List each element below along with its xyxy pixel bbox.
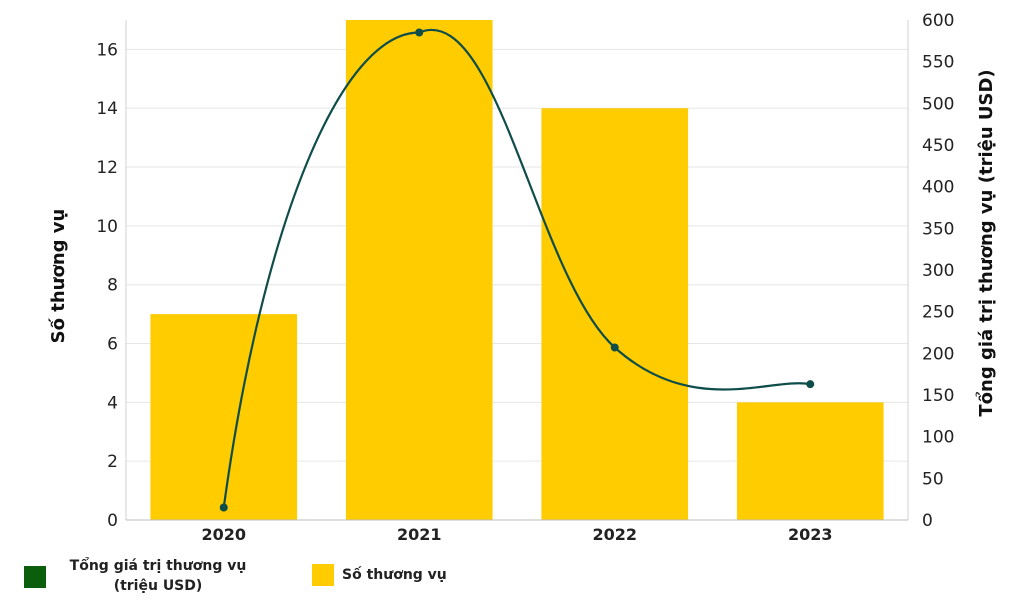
x-tick-label: 2023 <box>788 525 833 544</box>
legend-label-bar: Số thương vụ <box>342 567 447 583</box>
y-right-tick-label: 500 <box>922 94 954 114</box>
y-axis-right-title: Tổng giá trị thương vụ (triệu USD) <box>975 69 997 416</box>
legend-item-bar: Số thương vụ <box>312 564 447 586</box>
x-tick-label: 2020 <box>201 525 246 544</box>
line-point-2023 <box>806 380 815 389</box>
legend-swatch-bar <box>312 564 334 586</box>
y-right-tick-label: 250 <box>922 303 954 323</box>
legend: Tổng giá trị thương vụ (triệu USD) Số th… <box>0 552 1020 602</box>
y-right-tick-label: 300 <box>922 261 954 281</box>
y-left-tick-label: 10 <box>96 217 118 237</box>
y-left-tick-label: 6 <box>107 335 118 355</box>
line-series <box>219 28 815 512</box>
y-right-tick-label: 600 <box>922 11 954 31</box>
axes <box>125 20 909 521</box>
line-point-2021 <box>415 28 424 37</box>
combo-chart: 0 2 4 6 8 10 12 14 16 0 50 100 150 200 250 300 350 400 450… <box>48 11 997 544</box>
y-left-tick-label: 0 <box>107 511 118 531</box>
y-right-tick-label: 150 <box>922 386 954 406</box>
line-point-2022 <box>610 343 619 352</box>
bar-2022 <box>541 108 689 520</box>
x-tick-label: 2022 <box>592 525 637 544</box>
y-right-tick-label: 550 <box>922 53 954 73</box>
y-right-tick-label: 0 <box>922 511 933 531</box>
y-left-tick-label: 12 <box>96 158 118 178</box>
y-left-tick-label: 4 <box>107 393 118 413</box>
line-series-path <box>222 28 811 508</box>
line-point-2020 <box>219 503 228 512</box>
tick-labels: 0 2 4 6 8 10 12 14 16 0 50 100 150 200 250 300 350 400 450… <box>96 11 954 544</box>
legend-label-line: Tổng giá trị thương vụ (triệu USD) <box>58 556 258 596</box>
y-right-tick-label: 100 <box>922 428 954 448</box>
bar-2023 <box>736 402 884 520</box>
bars <box>150 20 884 520</box>
x-tick-label: 2021 <box>397 525 442 544</box>
legend-swatch-line <box>24 566 46 588</box>
y-left-tick-label: 8 <box>107 276 118 296</box>
y-right-tick-label: 450 <box>922 136 954 156</box>
y-axis-left-title: Số thương vụ <box>48 209 69 344</box>
y-left-tick-label: 2 <box>107 452 118 472</box>
y-right-tick-label: 400 <box>922 178 954 198</box>
legend-item-line: Tổng giá trị thương vụ (triệu USD) <box>24 558 258 596</box>
bar-2021 <box>345 20 493 520</box>
legend-label-line-2: (triệu USD) <box>113 578 203 594</box>
legend-label-line-1: Tổng giá trị thương vụ <box>69 558 247 574</box>
bar-2020 <box>150 314 298 520</box>
y-left-tick-label: 16 <box>96 40 118 60</box>
y-right-tick-label: 50 <box>922 469 944 489</box>
y-left-tick-label: 14 <box>96 99 118 119</box>
y-right-tick-label: 350 <box>922 219 954 239</box>
y-right-tick-label: 200 <box>922 344 954 364</box>
